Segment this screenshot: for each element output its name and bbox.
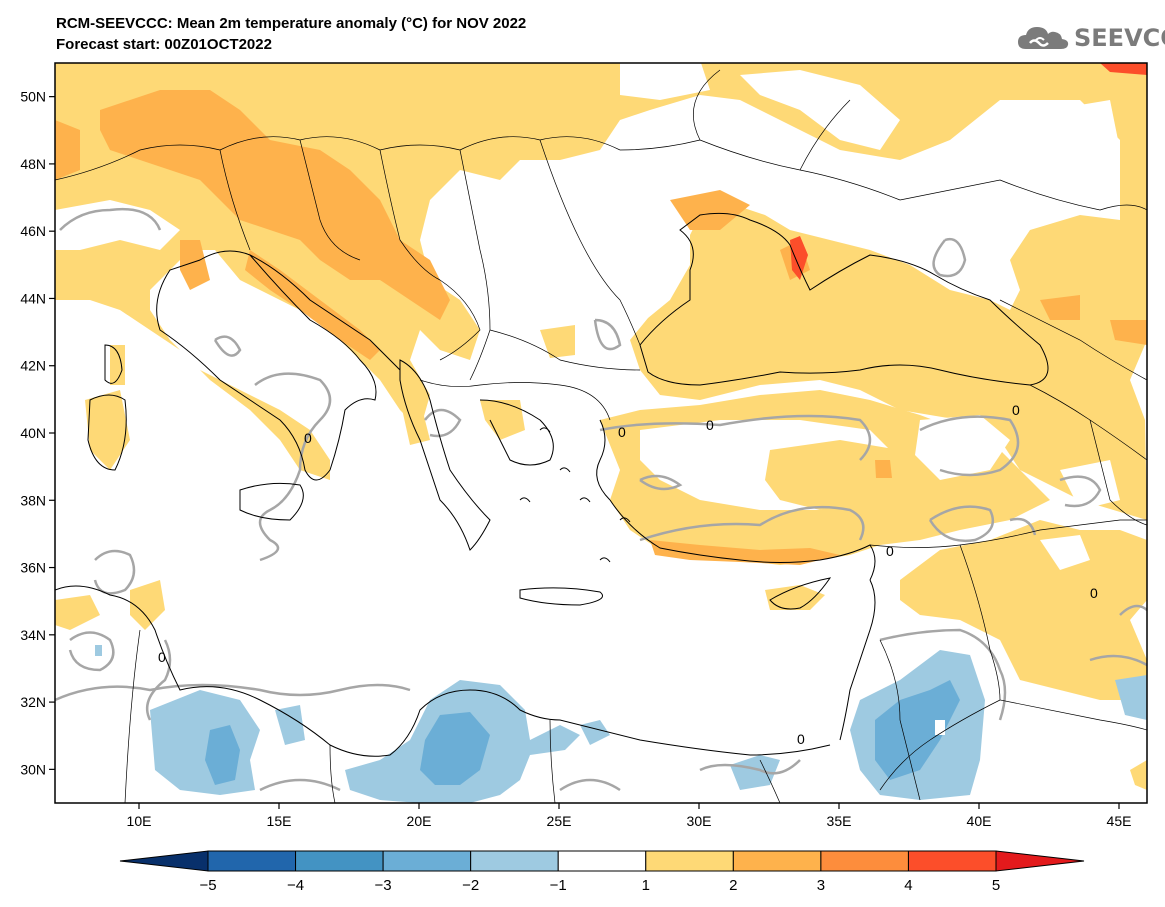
zero-contours bbox=[55, 207, 1147, 792]
lon-tick-label: 45E bbox=[1107, 813, 1132, 829]
colorbar-label: −1 bbox=[550, 877, 567, 894]
colorbar-label: 2 bbox=[729, 877, 737, 894]
lat-tick-label: 30N bbox=[20, 761, 46, 777]
colorbar-label: −3 bbox=[375, 877, 392, 894]
anomaly-field bbox=[55, 63, 1147, 803]
lat-tick-label: 50N bbox=[20, 89, 46, 105]
latitude-axis: 30N 32N 34N 36N 38N 40N 42N 44N 46N 48N 50N bbox=[20, 89, 55, 777]
lon-tick-label: 30E bbox=[687, 813, 712, 829]
colorbar-label: −5 bbox=[199, 877, 216, 894]
lon-tick-label: 25E bbox=[547, 813, 572, 829]
adriatic-coast bbox=[249, 254, 401, 371]
lat-tick-label: 32N bbox=[20, 694, 46, 710]
lon-tick-label: 20E bbox=[407, 813, 432, 829]
colorbar-label: 1 bbox=[642, 877, 650, 894]
anomaly-2-3-central-europe bbox=[100, 90, 450, 320]
contour-labels: 0 0 0 0 0 0 0 0 bbox=[158, 402, 1098, 747]
greece-coast bbox=[399, 359, 491, 551]
warm-anomaly-region-middle-east bbox=[900, 520, 1147, 700]
colorbar-label: −2 bbox=[462, 877, 479, 894]
cloud-logo-icon bbox=[1018, 27, 1069, 49]
colorbar-segment bbox=[207, 850, 297, 872]
longitude-axis: 10E 15E 20E 25E 30E 35E 40E 45E bbox=[127, 803, 1132, 829]
contour-label: 0 bbox=[886, 543, 894, 559]
colorbar-segment bbox=[820, 850, 909, 872]
country-borders bbox=[55, 69, 1147, 803]
colorbar-label: 5 bbox=[992, 877, 1000, 894]
lon-tick-label: 40E bbox=[967, 813, 992, 829]
colorbar: −5 −4 −3 −2 −1 1 2 3 4 5 bbox=[119, 850, 1085, 894]
colorbar-segment bbox=[295, 850, 384, 872]
colorbar-segment bbox=[907, 850, 997, 872]
colorbar-segment bbox=[382, 850, 472, 872]
contour-label: 0 bbox=[1090, 585, 1098, 601]
colorbar-label: −4 bbox=[287, 877, 304, 894]
logo-text: SEEVCCC bbox=[1074, 24, 1165, 52]
greece-east-coast bbox=[479, 399, 554, 466]
colorbar-segment bbox=[470, 850, 559, 872]
lon-tick-label: 10E bbox=[127, 813, 152, 829]
lat-tick-label: 48N bbox=[20, 156, 46, 172]
turkey-south-coast bbox=[609, 499, 876, 581]
contour-label: 0 bbox=[304, 430, 312, 446]
colorbar-segment bbox=[732, 850, 822, 872]
lat-tick-label: 34N bbox=[20, 627, 46, 643]
colorbar-high-extend bbox=[995, 850, 1085, 872]
lat-tick-label: 46N bbox=[20, 223, 46, 239]
aegean-islands bbox=[519, 427, 631, 563]
lat-tick-label: 38N bbox=[20, 492, 46, 508]
map-title: RCM-SEEVCCC: Mean 2m temperature anomaly… bbox=[56, 15, 527, 32]
contour-label: 0 bbox=[797, 731, 805, 747]
cyprus-coast bbox=[769, 577, 832, 610]
colorbar-low-extend bbox=[119, 850, 209, 872]
colorbar-label: 4 bbox=[904, 877, 912, 894]
contour-label: 0 bbox=[618, 424, 626, 440]
north-africa-coast bbox=[55, 585, 831, 757]
turkey-aegean-coast bbox=[596, 419, 611, 501]
italy-coast bbox=[156, 250, 377, 481]
lat-tick-label: 40N bbox=[20, 425, 46, 441]
lat-tick-label: 42N bbox=[20, 358, 46, 374]
sardinia-coast bbox=[87, 394, 127, 471]
forecast-start: Forecast start: 00Z01OCT2022 bbox=[56, 36, 272, 53]
lat-tick-label: 36N bbox=[20, 560, 46, 576]
contour-label: 0 bbox=[706, 417, 714, 433]
colorbar-label: 3 bbox=[817, 877, 825, 894]
black-sea-coast bbox=[639, 212, 1049, 386]
corsica-coast bbox=[104, 344, 123, 384]
coastlines bbox=[55, 212, 1049, 757]
levant-coast bbox=[839, 579, 876, 741]
colorbar-segment bbox=[645, 850, 734, 872]
contour-label: 0 bbox=[158, 649, 166, 665]
lon-tick-label: 35E bbox=[827, 813, 852, 829]
lon-tick-label: 15E bbox=[267, 813, 292, 829]
seevccc-logo: SEEVCCC bbox=[1016, 22, 1165, 54]
colorbar-segment bbox=[557, 850, 647, 872]
crete-coast bbox=[519, 587, 603, 606]
sicily-coast bbox=[239, 482, 304, 521]
contour-label: 0 bbox=[1012, 402, 1020, 418]
lat-tick-label: 44N bbox=[20, 290, 46, 306]
